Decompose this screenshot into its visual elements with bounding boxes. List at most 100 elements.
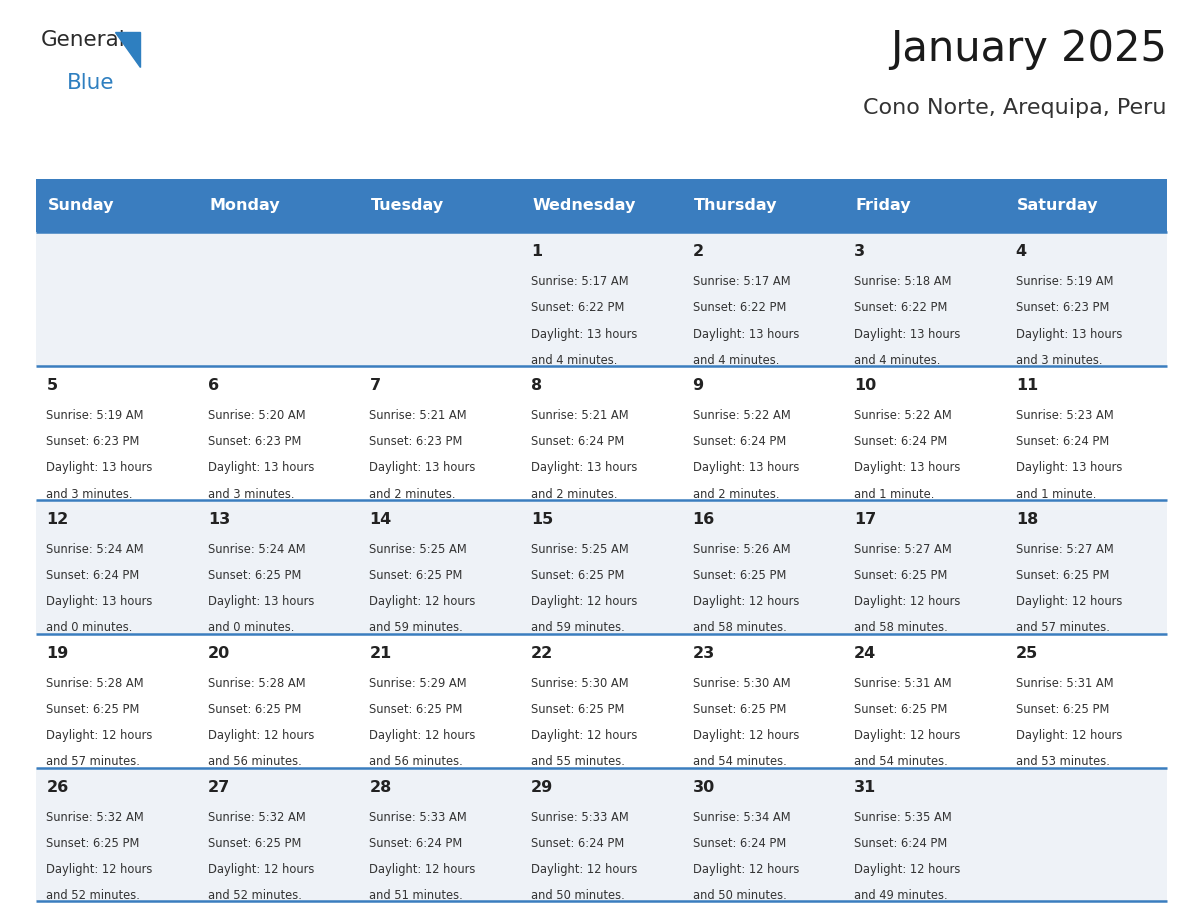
Text: Daylight: 12 hours: Daylight: 12 hours: [854, 595, 961, 609]
Text: and 57 minutes.: and 57 minutes.: [46, 756, 140, 768]
Text: Sunrise: 5:32 AM: Sunrise: 5:32 AM: [208, 811, 305, 823]
Text: Monday: Monday: [209, 198, 279, 213]
Text: 15: 15: [531, 512, 554, 527]
Text: Daylight: 13 hours: Daylight: 13 hours: [531, 462, 638, 475]
Text: Daylight: 12 hours: Daylight: 12 hours: [531, 729, 638, 742]
Text: and 3 minutes.: and 3 minutes.: [1016, 353, 1102, 366]
Text: Sunrise: 5:34 AM: Sunrise: 5:34 AM: [693, 811, 790, 823]
Text: Sunrise: 5:24 AM: Sunrise: 5:24 AM: [208, 543, 305, 556]
Text: Daylight: 12 hours: Daylight: 12 hours: [208, 729, 315, 742]
Text: 10: 10: [854, 378, 877, 393]
Text: Daylight: 13 hours: Daylight: 13 hours: [854, 328, 961, 341]
Text: Sunset: 6:25 PM: Sunset: 6:25 PM: [369, 703, 463, 716]
Text: and 50 minutes.: and 50 minutes.: [693, 889, 786, 902]
Text: Sunset: 6:24 PM: Sunset: 6:24 PM: [531, 837, 624, 850]
Text: Daylight: 13 hours: Daylight: 13 hours: [693, 328, 800, 341]
Text: Wednesday: Wednesday: [532, 198, 636, 213]
Text: 8: 8: [531, 378, 542, 393]
Bar: [36, 232, 1167, 366]
Text: 23: 23: [693, 645, 715, 661]
Text: and 56 minutes.: and 56 minutes.: [208, 756, 302, 768]
Text: Sunset: 6:24 PM: Sunset: 6:24 PM: [531, 435, 624, 448]
Text: and 2 minutes.: and 2 minutes.: [531, 487, 618, 500]
Text: Sunset: 6:25 PM: Sunset: 6:25 PM: [854, 703, 948, 716]
Text: Sunrise: 5:19 AM: Sunrise: 5:19 AM: [46, 409, 144, 422]
Text: Saturday: Saturday: [1017, 198, 1099, 213]
Text: Sunset: 6:24 PM: Sunset: 6:24 PM: [854, 837, 947, 850]
Text: Sunset: 6:23 PM: Sunset: 6:23 PM: [46, 435, 140, 448]
Text: Sunrise: 5:19 AM: Sunrise: 5:19 AM: [1016, 275, 1113, 288]
Text: and 2 minutes.: and 2 minutes.: [693, 487, 779, 500]
Text: Sunset: 6:25 PM: Sunset: 6:25 PM: [854, 569, 948, 582]
Text: 18: 18: [1016, 512, 1038, 527]
Text: 20: 20: [208, 645, 230, 661]
Text: and 56 minutes.: and 56 minutes.: [369, 756, 463, 768]
Text: Friday: Friday: [855, 198, 911, 213]
Text: Sunset: 6:23 PM: Sunset: 6:23 PM: [208, 435, 302, 448]
Text: Daylight: 12 hours: Daylight: 12 hours: [369, 595, 476, 609]
Text: Tuesday: Tuesday: [371, 198, 444, 213]
Text: Daylight: 12 hours: Daylight: 12 hours: [693, 729, 800, 742]
Text: Sunset: 6:25 PM: Sunset: 6:25 PM: [208, 837, 302, 850]
Text: Sunrise: 5:26 AM: Sunrise: 5:26 AM: [693, 543, 790, 556]
Text: Cono Norte, Arequipa, Peru: Cono Norte, Arequipa, Peru: [864, 98, 1167, 118]
Text: Daylight: 12 hours: Daylight: 12 hours: [369, 729, 476, 742]
Bar: [36, 366, 1167, 500]
Text: Daylight: 12 hours: Daylight: 12 hours: [531, 595, 638, 609]
Text: Sunset: 6:25 PM: Sunset: 6:25 PM: [693, 703, 786, 716]
Text: and 54 minutes.: and 54 minutes.: [854, 756, 948, 768]
Text: 25: 25: [1016, 645, 1038, 661]
Text: Daylight: 13 hours: Daylight: 13 hours: [693, 462, 800, 475]
Text: Sunrise: 5:25 AM: Sunrise: 5:25 AM: [531, 543, 628, 556]
Text: 9: 9: [693, 378, 703, 393]
Text: 7: 7: [369, 378, 380, 393]
Text: Sunrise: 5:31 AM: Sunrise: 5:31 AM: [854, 677, 952, 690]
Text: 2: 2: [693, 244, 703, 259]
Text: Sunrise: 5:30 AM: Sunrise: 5:30 AM: [531, 677, 628, 690]
Text: and 58 minutes.: and 58 minutes.: [693, 621, 786, 634]
Text: Sunset: 6:25 PM: Sunset: 6:25 PM: [208, 703, 302, 716]
Text: Sunrise: 5:28 AM: Sunrise: 5:28 AM: [46, 677, 144, 690]
Text: Sunrise: 5:33 AM: Sunrise: 5:33 AM: [531, 811, 628, 823]
Text: 30: 30: [693, 779, 715, 795]
Text: 17: 17: [854, 512, 877, 527]
Text: Daylight: 12 hours: Daylight: 12 hours: [208, 863, 315, 876]
Text: and 2 minutes.: and 2 minutes.: [369, 487, 456, 500]
Text: and 59 minutes.: and 59 minutes.: [531, 621, 625, 634]
Text: Sunset: 6:25 PM: Sunset: 6:25 PM: [1016, 703, 1110, 716]
Text: Sunset: 6:24 PM: Sunset: 6:24 PM: [693, 435, 785, 448]
Text: Sunrise: 5:35 AM: Sunrise: 5:35 AM: [854, 811, 952, 823]
Text: 1: 1: [531, 244, 542, 259]
Text: Sunset: 6:25 PM: Sunset: 6:25 PM: [369, 569, 463, 582]
Text: 16: 16: [693, 512, 715, 527]
Text: Sunrise: 5:22 AM: Sunrise: 5:22 AM: [854, 409, 952, 422]
Text: Sunrise: 5:25 AM: Sunrise: 5:25 AM: [369, 543, 467, 556]
Text: Sunrise: 5:18 AM: Sunrise: 5:18 AM: [854, 275, 952, 288]
Text: Daylight: 12 hours: Daylight: 12 hours: [1016, 729, 1123, 742]
Text: General: General: [40, 30, 125, 50]
Text: January 2025: January 2025: [890, 28, 1167, 70]
Text: Daylight: 13 hours: Daylight: 13 hours: [208, 595, 315, 609]
Text: Sunset: 6:22 PM: Sunset: 6:22 PM: [693, 301, 786, 315]
Text: Daylight: 13 hours: Daylight: 13 hours: [208, 462, 315, 475]
Text: Daylight: 12 hours: Daylight: 12 hours: [46, 863, 153, 876]
Text: and 4 minutes.: and 4 minutes.: [531, 353, 618, 366]
Text: Sunset: 6:25 PM: Sunset: 6:25 PM: [208, 569, 302, 582]
Text: and 52 minutes.: and 52 minutes.: [208, 889, 302, 902]
Text: Sunrise: 5:21 AM: Sunrise: 5:21 AM: [531, 409, 628, 422]
Text: and 50 minutes.: and 50 minutes.: [531, 889, 625, 902]
Text: Daylight: 13 hours: Daylight: 13 hours: [1016, 328, 1123, 341]
Bar: [36, 633, 1167, 767]
Text: Sunset: 6:25 PM: Sunset: 6:25 PM: [531, 703, 625, 716]
Text: Daylight: 12 hours: Daylight: 12 hours: [854, 863, 961, 876]
Text: Sunset: 6:23 PM: Sunset: 6:23 PM: [1016, 301, 1110, 315]
Text: Daylight: 13 hours: Daylight: 13 hours: [531, 328, 638, 341]
Text: 22: 22: [531, 645, 554, 661]
Text: Sunrise: 5:29 AM: Sunrise: 5:29 AM: [369, 677, 467, 690]
Text: Daylight: 12 hours: Daylight: 12 hours: [1016, 595, 1123, 609]
Text: 4: 4: [1016, 244, 1026, 259]
Text: and 3 minutes.: and 3 minutes.: [208, 487, 295, 500]
Text: Sunrise: 5:33 AM: Sunrise: 5:33 AM: [369, 811, 467, 823]
Text: Sunrise: 5:28 AM: Sunrise: 5:28 AM: [208, 677, 305, 690]
Text: Sunrise: 5:20 AM: Sunrise: 5:20 AM: [208, 409, 305, 422]
